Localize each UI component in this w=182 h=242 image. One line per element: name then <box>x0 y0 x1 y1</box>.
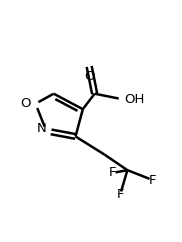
Text: F: F <box>116 188 124 201</box>
Text: O: O <box>20 97 31 110</box>
Text: OH: OH <box>124 93 144 106</box>
Text: F: F <box>149 174 157 187</box>
Text: N: N <box>37 122 47 135</box>
Text: F: F <box>109 166 117 179</box>
Text: O: O <box>84 70 94 83</box>
